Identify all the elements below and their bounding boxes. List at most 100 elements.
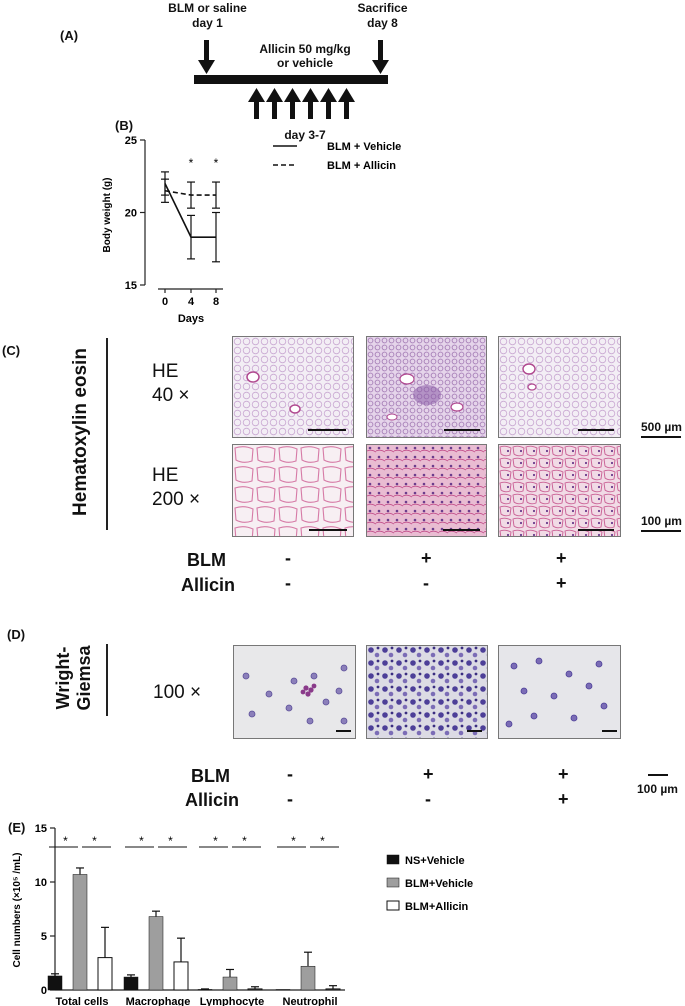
bar bbox=[148, 916, 164, 991]
blm-sign-allicin-d: + bbox=[558, 764, 569, 784]
bar bbox=[247, 988, 263, 991]
giemsa-100x-label: 100 × bbox=[153, 682, 202, 703]
allicin-sign-allicin: + bbox=[556, 573, 567, 593]
bar bbox=[47, 975, 63, 991]
error-bar bbox=[212, 211, 220, 263]
stain-divider bbox=[106, 338, 108, 530]
allicin-dose-label: Allicin 50 mg/kg or vehicle bbox=[240, 42, 370, 70]
bleomycin-label-line1: BLM or saline bbox=[168, 1, 247, 15]
category-label: Lymphocyte bbox=[200, 996, 264, 1006]
legend-label: BLM + Vehicle bbox=[327, 141, 401, 153]
legend-label: BLM+Vehicle bbox=[405, 878, 473, 890]
allicin-sign-control-d: - bbox=[287, 789, 293, 809]
bar bbox=[197, 989, 213, 991]
legend-swatch bbox=[386, 854, 400, 865]
panel-b-label: (B) bbox=[115, 118, 134, 133]
bar bbox=[275, 989, 291, 991]
allicin-sign-allicin-d: + bbox=[558, 789, 569, 809]
sacrifice-label-line2: day 8 bbox=[367, 16, 398, 30]
y-tick-label: 25 bbox=[125, 135, 137, 147]
bar bbox=[222, 976, 238, 991]
allicin-sign-control: - bbox=[285, 573, 291, 593]
panel-c-label: (C) bbox=[2, 343, 21, 358]
hematoxylin-eosin-stain-label: Hematoxylin eosin bbox=[63, 333, 99, 531]
significance-mark: * bbox=[92, 834, 97, 848]
bar bbox=[300, 965, 316, 991]
bleomycin-label: BLM or saline day 1 bbox=[160, 1, 255, 31]
body-weight-chart: 15 20 25 0 4 8 Days Body weight (g) * * BLM + Vehi… bbox=[102, 135, 401, 325]
y-tick-label: 0 bbox=[41, 985, 47, 997]
error-bar bbox=[212, 181, 220, 209]
treatment-days-label: day 3-7 bbox=[284, 128, 326, 142]
he-40x-label: HE 40 × bbox=[152, 360, 190, 408]
allicin-dose-line1: Allicin 50 mg/kg bbox=[259, 42, 351, 56]
treatment-arrows bbox=[248, 88, 355, 119]
stain-divider bbox=[106, 644, 108, 716]
blm-row-label: BLM bbox=[187, 550, 226, 570]
arrow-down-icon bbox=[198, 40, 215, 74]
he-200x-label: HE 200 × bbox=[152, 464, 200, 512]
panel-e-label: (E) bbox=[8, 820, 26, 835]
timeline-diagram bbox=[194, 40, 389, 119]
bar bbox=[325, 988, 341, 991]
arrow-down-icon bbox=[372, 40, 389, 74]
stain-label-text: Hematoxylin eosin bbox=[70, 348, 91, 516]
he-200x-blm-image bbox=[366, 444, 487, 537]
significance-mark: * bbox=[139, 834, 144, 848]
allicin-sign-blm: - bbox=[423, 573, 429, 593]
significance-mark: * bbox=[214, 156, 219, 170]
category-label: Neutrophil bbox=[283, 996, 338, 1006]
he-200x-control-image bbox=[232, 444, 354, 537]
blm-sign-control-d: - bbox=[287, 764, 293, 784]
giemsa-control-image bbox=[233, 645, 356, 739]
y-tick-label: 5 bbox=[41, 931, 47, 943]
x-axis-label: Days bbox=[178, 313, 204, 325]
scale-bar-500um bbox=[641, 436, 681, 438]
blm-sign-blm: + bbox=[421, 548, 432, 568]
stain-label-line1: Wright- bbox=[53, 646, 73, 710]
arrow-up-icon bbox=[266, 88, 283, 119]
arrow-up-icon bbox=[284, 88, 301, 119]
blm-sign-control: - bbox=[285, 548, 291, 568]
y-axis-label: Body weight (g) bbox=[102, 178, 113, 253]
he-40x-line1: HE bbox=[152, 361, 179, 382]
error-bar bbox=[187, 181, 195, 209]
x-tick-label: 4 bbox=[188, 296, 195, 308]
y-axis-label: Cell numbers (×10⁵ /mL) bbox=[12, 852, 23, 967]
significance-mark: * bbox=[291, 834, 296, 848]
sacrifice-label-line1: Sacrifice bbox=[357, 1, 408, 15]
scale-label-giemsa: 100 µm bbox=[637, 782, 678, 796]
y-tick-label: 20 bbox=[125, 208, 137, 220]
significance-mark: * bbox=[242, 834, 247, 848]
cell-count-bar-chart: 0 5 10 15 Cell numbers (×10⁵ /mL) * * Total cel… bbox=[12, 823, 473, 1006]
panel-a-label: (A) bbox=[60, 28, 79, 43]
he-40x-allicin-image bbox=[498, 336, 621, 438]
scale-bar-giemsa bbox=[648, 774, 668, 776]
sacrifice-label: Sacrifice day 8 bbox=[345, 1, 420, 31]
giemsa-allicin-image bbox=[498, 645, 621, 739]
significance-mark: * bbox=[63, 834, 68, 848]
arrow-up-icon bbox=[320, 88, 337, 119]
he-40x-blm-image bbox=[366, 336, 487, 438]
stain-label-text: Wright- Giemsa bbox=[53, 645, 95, 710]
error-bar bbox=[187, 214, 195, 260]
y-tick-label: 15 bbox=[125, 280, 137, 292]
he-200x-allicin-image bbox=[498, 444, 621, 537]
bar bbox=[173, 961, 189, 991]
error-bar bbox=[161, 178, 169, 203]
he-200x-line2: 200 × bbox=[152, 489, 201, 510]
blm-sign-allicin: + bbox=[556, 548, 567, 568]
bar bbox=[72, 874, 88, 991]
giemsa-blm-image bbox=[366, 645, 488, 739]
allicin-sign-blm-d: - bbox=[425, 789, 431, 809]
he-40x-control-image bbox=[232, 336, 354, 438]
he-40x-line2: 40 × bbox=[152, 385, 190, 406]
legend-swatch bbox=[386, 877, 400, 888]
timeline-bar bbox=[194, 75, 388, 84]
arrow-up-icon bbox=[338, 88, 355, 119]
scale-label-100um: 100 µm bbox=[641, 514, 682, 528]
blm-sign-blm-d: + bbox=[423, 764, 434, 784]
significance-mark: * bbox=[213, 834, 218, 848]
blm-row-label-d: BLM bbox=[191, 766, 230, 786]
x-tick-label: 0 bbox=[162, 296, 168, 308]
